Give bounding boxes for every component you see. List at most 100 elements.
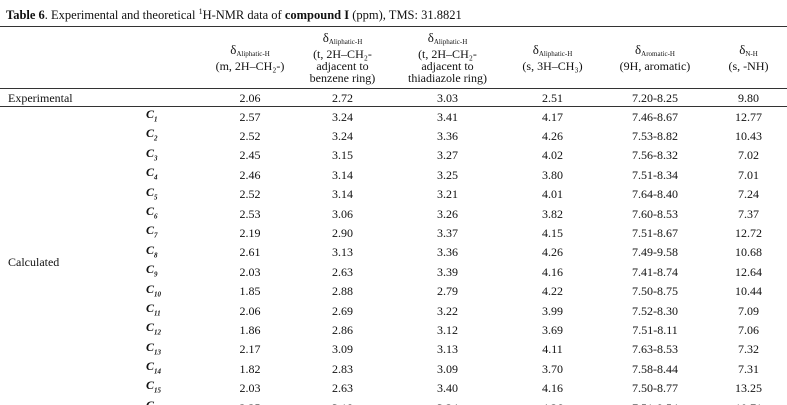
header-line: (t, 2H–CH₂- [313,46,372,61]
method-label: C13 [130,340,205,359]
value-cell: 2.51 [542,90,563,105]
value-cell: 7.50-8.75 [632,284,678,299]
method-name: C [146,107,155,121]
value-cell: 4.17 [542,109,563,124]
method-name: C [146,359,155,374]
header-line: (t, 2H–CH₂- [418,46,477,61]
value-cell: 4.26 [505,398,600,405]
method-label: C11 [130,301,205,320]
value-cell: 7.49-9.58 [632,245,678,260]
method-index: 2 [154,134,158,143]
value-cell: 3.26 [437,206,458,221]
value-cell: 3.36 [437,129,458,144]
value-cell: 12.77 [735,109,762,124]
method-name: C [146,262,155,277]
calculated-row: C12 1.86 2.86 3.12 3.69 7.51-8.11 7.06 [0,320,787,339]
method-label: C4 [130,165,205,184]
method-label: C3 [130,146,205,165]
calculated-row: C6 2.53 3.06 3.26 3.82 7.60-8.53 7.37 [0,204,787,223]
value-cell: 3.12 [437,322,458,337]
value-cell: 2.83 [332,361,353,376]
value-cell: 12.64 [735,264,762,279]
method-index: 10 [154,289,162,298]
value-cell: 3.39 [437,264,458,279]
table-caption: Table 6. Experimental and theoretical 1H… [0,0,787,26]
header-symbol: δ [739,41,746,57]
method-label: C16 [130,398,205,405]
value-cell: 7.37 [738,206,759,221]
value-cell: 3.24 [332,129,353,144]
method-label: C10 [130,282,205,301]
value-cell: 2.52 [239,187,261,202]
value-cell: 4.15 [542,226,563,241]
table-body: Experimental 2.06 2.72 3.03 2.51 7.20-8.25 9.8… [0,89,787,405]
method-name: C [146,378,155,393]
value-cell: 3.99 [542,303,563,318]
value-cell: 7.51-8.11 [632,322,678,337]
value-cell: 2.45 [239,148,261,163]
header-subscript: Aliphatic-H [236,49,270,58]
value-cell: 7.20-8.25 [632,90,678,105]
value-cell: 10.71 [710,398,787,405]
caption-label: Table 6 [6,8,45,23]
value-cell: 3.24 [390,398,505,405]
header-subscript: Aliphatic-H [433,37,468,46]
value-cell: 3.14 [332,187,353,202]
header-line: (m, 2H–CH₂-) [215,58,285,73]
calculated-row: C162.253.183.244.267.51-9.5410.71 [0,398,787,405]
value-cell: 4.11 [542,342,563,357]
value-cell: 3.21 [437,187,458,202]
value-cell: 7.60-8.53 [632,206,678,221]
value-cell: 7.51-8.34 [632,167,678,182]
value-cell: 4.02 [542,148,563,163]
caption-text: H-NMR data of [202,8,285,23]
value-cell: 7.24 [738,187,759,202]
value-cell: 2.79 [437,284,458,299]
value-cell: 2.86 [332,322,353,337]
value-cell: 10.44 [735,284,762,299]
calculated-row: C11 2.06 2.69 3.22 3.99 7.52-8.30 7.09 [0,301,787,320]
method-index: 5 [154,192,158,201]
method-name: C [146,223,155,238]
calculated-row: C4 2.46 3.14 3.25 3.80 7.51-8.34 7.01 [0,165,787,184]
header-line: (9H, aromatic) [619,58,691,73]
data-table: δAliphatic-H (m, 2H–CH₂-) δAliphatic-H (t, … [0,26,787,405]
value-cell: 4.01 [542,187,563,202]
value-cell: 1.82 [239,361,261,376]
value-cell: 3.25 [437,167,458,182]
method-label: C15 [130,378,205,397]
calculated-row: C2 2.52 3.24 3.36 4.26 7.53-8.82 10.43 [0,126,787,145]
calculated-row: C9 2.03 2.63 3.39 4.16 7.41-8.74 12.64 [0,262,787,281]
value-cell: 3.24 [332,109,353,124]
value-cell: 7.64-8.40 [632,187,678,202]
calculated-row: C3 2.45 3.15 3.27 4.02 7.56-8.32 7.02 [0,146,787,165]
value-cell: 7.41-8.74 [632,264,678,279]
value-cell: 3.36 [437,245,458,260]
method-index: 6 [154,212,158,221]
value-cell: 4.16 [542,381,563,396]
calculated-row: C14 1.82 2.83 3.09 3.70 7.58-8.44 7.31 [0,359,787,378]
header-row: δAliphatic-H (m, 2H–CH₂-) δAliphatic-H (t, … [0,26,787,89]
method-index: 11 [154,309,161,318]
value-cell: 13.25 [735,381,762,396]
value-cell: 2.03 [239,264,261,279]
value-cell: 2.63 [332,381,353,396]
value-cell: 3.09 [332,342,353,357]
column-header: δAliphatic-H (t, 2H–CH₂- adjacent to thiadi… [390,27,505,89]
value-cell: 7.52-8.30 [632,303,678,318]
value-cell: 7.31 [738,361,759,376]
value-cell: 3.18 [295,398,390,405]
value-cell: 2.03 [239,381,261,396]
value-cell: 7.58-8.44 [632,361,678,376]
method-label: C14 [130,359,205,378]
value-cell: 10.43 [735,129,762,144]
method-name: C [146,397,155,405]
value-cell: 3.06 [332,206,353,221]
header-line: adjacent to [316,58,369,73]
header-subscript: Aliphatic-H [328,37,363,46]
value-cell: 3.40 [437,381,458,396]
method-name: C [146,320,155,335]
header-symbol: δ [532,41,539,57]
column-header: δAliphatic-H (t, 2H–CH₂- adjacent to benzen… [295,27,390,89]
method-label: C9 [130,262,205,281]
